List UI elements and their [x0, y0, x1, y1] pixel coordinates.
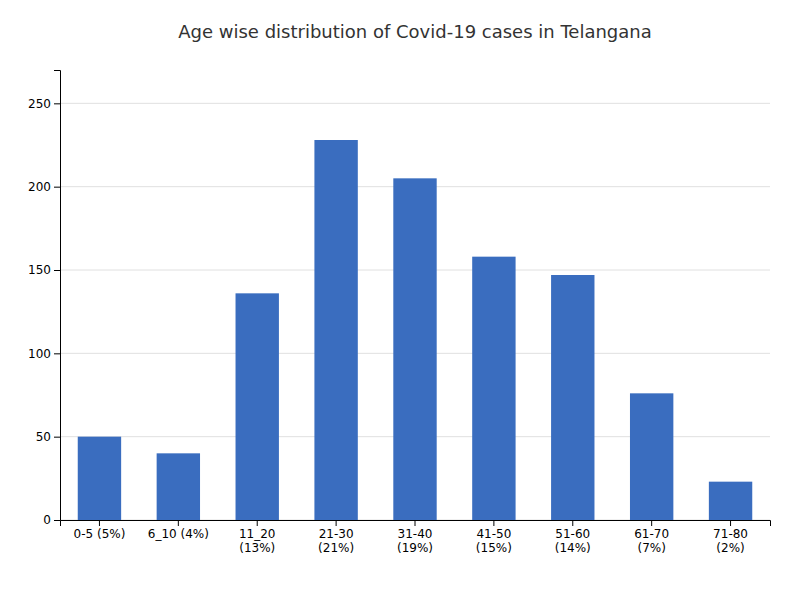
y-tick-label: 250	[28, 97, 51, 111]
x-tick-label: 6_10 (4%)	[148, 527, 209, 541]
x-tick: 51-60(14%)	[555, 520, 591, 555]
y-axis: 0 50 100 150 200 250	[28, 71, 60, 528]
x-tick-label-line: 61-70	[634, 527, 669, 541]
bar	[393, 178, 436, 520]
x-tick: 11_20(13%)	[239, 520, 276, 555]
x-tick-label-line: 21-30	[319, 527, 354, 541]
plot-area: 0 50 100 150 200 250 0-5 (5%) 6_10 (4%) 11_20(13…	[28, 71, 770, 555]
bars	[78, 140, 753, 520]
y-tick-label: 200	[28, 180, 51, 194]
x-tick-label-line: 6_10 (4%)	[148, 527, 209, 541]
x-axis-line	[61, 521, 771, 527]
x-tick-label-line: (7%)	[637, 541, 665, 555]
bar	[551, 275, 594, 520]
x-tick-mark	[730, 520, 731, 526]
y-tick-mark	[54, 437, 60, 438]
x-tick-label-line: 71-80	[713, 527, 748, 541]
x-tick-mark	[178, 520, 179, 526]
bar	[314, 140, 357, 520]
chart-title: Age wise distribution of Covid-19 cases …	[178, 21, 652, 42]
x-tick: 41-50(15%)	[476, 520, 512, 555]
x-tick-label: 51-60(14%)	[555, 527, 591, 555]
y-tick-mark	[54, 520, 60, 521]
x-tick-label: 61-70(7%)	[634, 527, 669, 555]
x-tick-label-line: 31-40	[398, 527, 433, 541]
bar	[236, 293, 279, 520]
bar	[472, 257, 515, 520]
y-tick-mark	[54, 353, 60, 354]
bar	[78, 437, 121, 520]
x-tick-label-line: (19%)	[397, 541, 433, 555]
y-tick: 50	[36, 430, 60, 444]
chart-svg: Age wise distribution of Covid-19 cases …	[0, 0, 800, 600]
y-tick-label: 0	[43, 513, 51, 527]
y-tick-label: 100	[28, 347, 51, 361]
x-tick-mark	[415, 520, 416, 526]
y-axis-line	[54, 71, 61, 521]
x-tick-mark	[572, 520, 573, 526]
x-tick: 6_10 (4%)	[148, 520, 209, 541]
y-tick-label: 50	[36, 430, 51, 444]
x-tick-label-line: (15%)	[476, 541, 512, 555]
y-tick: 250	[28, 97, 60, 111]
x-axis: 0-5 (5%) 6_10 (4%) 11_20(13%) 21-30(21%) 31-…	[61, 520, 771, 555]
x-tick: 71-80(2%)	[713, 520, 748, 555]
x-tick: 31-40(19%)	[397, 520, 433, 555]
grid-line	[60, 103, 770, 104]
y-tick: 200	[28, 180, 60, 194]
x-tick-label-line: (13%)	[239, 541, 275, 555]
x-tick-label: 31-40(19%)	[397, 527, 433, 555]
x-tick-mark	[99, 520, 100, 526]
x-tick-label: 41-50(15%)	[476, 527, 512, 555]
y-tick: 150	[28, 263, 60, 277]
y-tick: 100	[28, 347, 60, 361]
x-tick-label: 71-80(2%)	[713, 527, 748, 555]
x-tick-label-line: (2%)	[716, 541, 744, 555]
bar	[630, 393, 673, 520]
x-tick-label-line: 0-5 (5%)	[74, 527, 126, 541]
y-tick: 0	[43, 513, 60, 527]
y-tick-label: 150	[28, 263, 51, 277]
x-tick-mark	[493, 520, 494, 526]
grid	[60, 103, 770, 520]
y-tick-mark	[54, 187, 60, 188]
x-tick: 21-30(21%)	[318, 520, 354, 555]
x-tick-label-line: (14%)	[555, 541, 591, 555]
x-tick-label-line: 11_20	[239, 527, 276, 541]
x-tick-mark	[336, 520, 337, 526]
y-tick-mark	[54, 270, 60, 271]
bar	[709, 482, 752, 520]
x-tick-label: 21-30(21%)	[318, 527, 354, 555]
x-tick-label-line: 51-60	[555, 527, 590, 541]
y-tick-mark	[54, 103, 60, 104]
x-tick-label: 11_20(13%)	[239, 527, 276, 555]
x-tick: 0-5 (5%)	[74, 520, 126, 541]
bar	[157, 453, 200, 520]
x-tick-mark	[257, 520, 258, 526]
x-tick-label-line: 41-50	[476, 527, 511, 541]
x-tick-mark	[651, 520, 652, 526]
x-tick: 61-70(7%)	[634, 520, 669, 555]
x-tick-label: 0-5 (5%)	[74, 527, 126, 541]
x-tick-label-line: (21%)	[318, 541, 354, 555]
